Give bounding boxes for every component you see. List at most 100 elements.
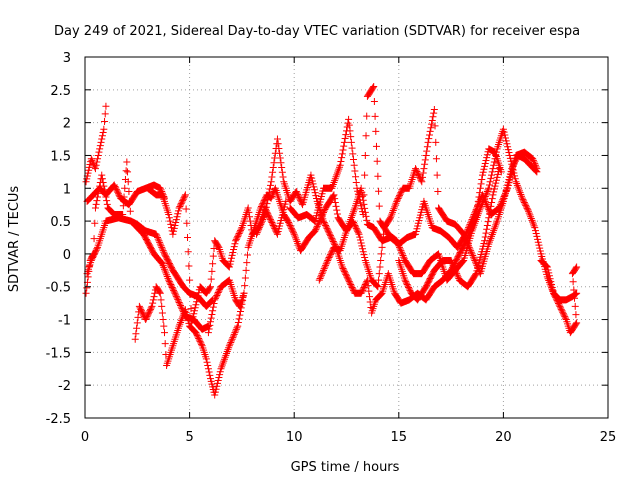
- data-point: [425, 135, 433, 143]
- data-point: [467, 248, 475, 256]
- data-point: [324, 227, 332, 235]
- data-point: [211, 391, 219, 399]
- data-point: [179, 313, 187, 321]
- x-tick-label: 20: [495, 430, 512, 445]
- data-point: [204, 322, 212, 330]
- data-point: [266, 185, 274, 193]
- data-point: [459, 257, 467, 265]
- data-point: [479, 197, 487, 205]
- data-point: [386, 214, 394, 222]
- data-point: [269, 220, 277, 228]
- data-point: [558, 307, 566, 315]
- data-point: [244, 204, 252, 212]
- data-point: [213, 379, 221, 387]
- data-point: [478, 201, 486, 209]
- data-point: [322, 260, 330, 268]
- data-point: [114, 188, 122, 196]
- data-point: [160, 329, 168, 337]
- data-point: [235, 229, 243, 237]
- data-point: [94, 155, 102, 163]
- data-point: [479, 168, 487, 176]
- data-point: [464, 240, 472, 248]
- data-point: [85, 166, 93, 174]
- data-point: [112, 185, 120, 193]
- data-point: [354, 229, 362, 237]
- data-point: [554, 298, 562, 306]
- data-point: [317, 273, 325, 281]
- data-point: [468, 250, 476, 258]
- data-point: [572, 264, 580, 272]
- data-point: [273, 135, 281, 143]
- data-point: [522, 203, 530, 211]
- data-point: [465, 242, 473, 250]
- data-point: [460, 232, 468, 240]
- data-point: [353, 184, 361, 192]
- data-point: [285, 219, 293, 227]
- data-point: [181, 308, 189, 316]
- data-point: [124, 168, 132, 176]
- data-point: [144, 310, 152, 318]
- data-point: [403, 281, 411, 289]
- data-point: [98, 135, 106, 143]
- data-point: [358, 242, 366, 250]
- data-point: [492, 148, 500, 156]
- data-point: [315, 218, 323, 226]
- series-track-j: [315, 106, 541, 291]
- data-point: [163, 271, 171, 279]
- data-point: [430, 106, 438, 114]
- data-point: [287, 223, 295, 231]
- data-point: [92, 161, 100, 169]
- data-point: [347, 281, 355, 289]
- data-point: [153, 232, 161, 240]
- data-point: [231, 240, 239, 248]
- data-point: [313, 194, 321, 202]
- data-point: [477, 202, 485, 210]
- data-point: [194, 292, 202, 300]
- data-point: [170, 286, 178, 294]
- data-point: [521, 200, 529, 208]
- x-tick-label: 10: [286, 430, 303, 445]
- data-point: [347, 133, 355, 141]
- data-point: [159, 262, 167, 270]
- data-point: [241, 282, 249, 290]
- data-point: [428, 116, 436, 124]
- data-point: [341, 269, 349, 277]
- data-point: [377, 291, 385, 299]
- data-point: [325, 254, 333, 262]
- data-point: [338, 154, 346, 162]
- data-point: [197, 339, 205, 347]
- data-point: [176, 320, 184, 328]
- data-point: [91, 248, 99, 256]
- data-point: [214, 289, 222, 297]
- data-point: [94, 151, 102, 159]
- data-point: [572, 320, 580, 328]
- data-point: [533, 168, 541, 176]
- data-point: [84, 169, 92, 177]
- data-point: [287, 224, 295, 232]
- data-point: [426, 127, 434, 135]
- data-point: [264, 211, 272, 219]
- data-point: [451, 265, 459, 273]
- data-point: [294, 239, 302, 247]
- data-point: [389, 207, 397, 215]
- data-point: [260, 214, 268, 222]
- data-point: [488, 195, 496, 203]
- data-point: [529, 218, 537, 226]
- data-point: [390, 205, 398, 213]
- data-point: [512, 156, 520, 164]
- data-point: [90, 251, 98, 259]
- data-point: [371, 112, 379, 120]
- data-point: [100, 182, 108, 190]
- data-point: [230, 246, 238, 254]
- data-point: [157, 242, 165, 250]
- data-point: [391, 203, 399, 211]
- data-point: [173, 294, 181, 302]
- data-point: [342, 131, 350, 139]
- data-point: [135, 302, 143, 310]
- data-point: [174, 210, 182, 218]
- data-point: [195, 335, 203, 343]
- data-point: [363, 112, 371, 120]
- data-point: [531, 166, 539, 174]
- data-point: [378, 243, 386, 251]
